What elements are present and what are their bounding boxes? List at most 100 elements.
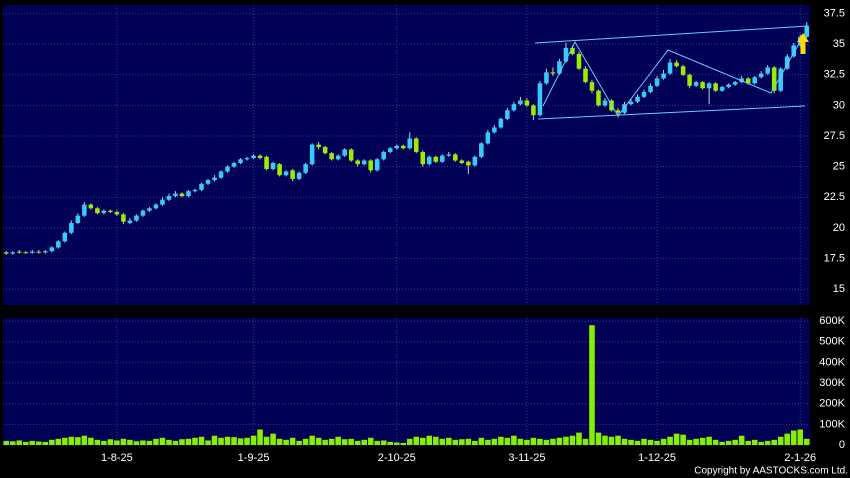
candle-body <box>238 159 243 163</box>
volume-bar <box>361 439 367 445</box>
volume-bar <box>673 433 680 445</box>
y-tick-label: 27.5 <box>824 130 845 142</box>
volume-bar <box>498 436 504 445</box>
volume-bar <box>341 439 348 445</box>
volume-bar <box>732 439 738 445</box>
candle-body <box>62 232 68 242</box>
volume-bar <box>205 440 211 445</box>
volume-bar <box>296 440 302 445</box>
volume-bar <box>712 439 719 445</box>
channel-top <box>534 25 809 44</box>
volume-bar <box>452 439 459 445</box>
volume-bar <box>433 436 439 445</box>
volume-bar <box>459 439 465 445</box>
candle-body <box>420 151 426 165</box>
candle-body <box>166 196 172 200</box>
candle-body <box>257 155 263 159</box>
volume-bar <box>166 439 172 445</box>
volume-bar <box>621 438 628 445</box>
candle-body <box>719 87 725 91</box>
volume-bar <box>231 437 237 445</box>
volume-bar <box>127 439 133 445</box>
volume-bar <box>29 440 36 445</box>
candle-body <box>82 204 87 216</box>
volume-bar <box>400 442 407 445</box>
volume-bar <box>348 438 354 445</box>
candle-body <box>765 67 770 74</box>
volume-bar <box>224 436 231 445</box>
candle-body <box>244 158 250 160</box>
candle-body <box>10 252 16 254</box>
candle-body <box>88 204 94 209</box>
volume-tick-label: 300K <box>819 377 845 389</box>
volume-bar <box>36 441 42 445</box>
candle-body <box>407 138 413 149</box>
candle-body <box>667 62 673 74</box>
volume-bar <box>595 432 602 445</box>
volume-bar <box>660 438 667 445</box>
candle-body <box>127 220 133 223</box>
candle-body <box>114 211 120 215</box>
volume-bar <box>563 436 569 445</box>
volume-bar <box>263 436 270 445</box>
volume-bar <box>751 439 758 445</box>
volume-tick-label: 400K <box>819 356 845 368</box>
volume-bar <box>693 438 699 445</box>
candle-body <box>173 193 178 197</box>
volume-bar <box>335 436 341 445</box>
volume-bar <box>354 440 361 445</box>
candle-body <box>537 83 543 116</box>
y-tick-label: 37.5 <box>824 7 845 19</box>
candle-body <box>784 56 790 69</box>
candle-body <box>524 100 530 106</box>
candle-body <box>446 154 452 156</box>
candle-body <box>75 215 81 223</box>
candle-body <box>303 164 308 173</box>
volume-bar <box>270 433 276 445</box>
volume-bar <box>634 440 641 445</box>
volume-bar <box>107 439 114 445</box>
volume-bar <box>244 437 250 445</box>
y-tick-label: 17.5 <box>824 252 845 264</box>
candle-body <box>205 180 211 184</box>
candle-body <box>602 100 608 106</box>
candle-body <box>140 210 146 216</box>
volume-bar <box>719 441 725 445</box>
candle-body <box>576 53 582 69</box>
candle-body <box>479 143 484 157</box>
volume-bar <box>465 438 472 445</box>
volume-bar <box>699 437 706 445</box>
volume-bar <box>172 440 179 445</box>
candle-body <box>648 85 653 92</box>
volume-bar <box>120 438 127 445</box>
candle-body <box>758 73 764 78</box>
volume-bar <box>641 438 647 445</box>
candle-body <box>147 208 152 211</box>
candle-body <box>693 82 699 86</box>
candle-body <box>726 84 731 88</box>
candle-body <box>309 144 315 165</box>
candle-body <box>453 154 458 161</box>
candle-body <box>212 177 217 181</box>
volume-bar <box>550 438 556 445</box>
volume-bar <box>218 437 224 445</box>
y-tick-label: 25 <box>833 161 845 173</box>
volume-bar <box>667 436 673 445</box>
candle-body <box>706 83 712 89</box>
volume-bar <box>309 435 315 445</box>
volume-bar <box>55 438 62 445</box>
candle-body <box>583 68 588 83</box>
volume-bar <box>406 438 413 445</box>
volume-bar <box>185 438 192 445</box>
volume-bar <box>283 439 289 445</box>
candle-body <box>179 193 185 197</box>
candle-body <box>589 82 595 91</box>
candle-body <box>394 145 400 149</box>
candle-body <box>485 132 491 144</box>
candle-body <box>225 166 230 172</box>
volume-bar <box>628 439 634 445</box>
volume-bar <box>419 437 426 445</box>
candle-body <box>615 110 621 113</box>
